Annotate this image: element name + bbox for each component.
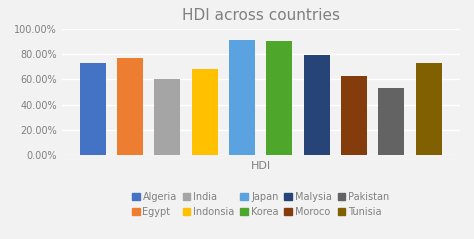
Bar xyxy=(229,40,255,155)
Bar xyxy=(191,69,218,155)
Legend: Algeria, Egypt, India, Indonsia, Japan, Korea, Malysia, Moroco, Pakistan, Tunisi: Algeria, Egypt, India, Indonsia, Japan, … xyxy=(128,188,393,221)
Bar xyxy=(304,55,330,155)
Bar xyxy=(80,63,106,155)
Bar xyxy=(266,41,292,155)
Bar xyxy=(341,76,367,155)
Bar xyxy=(416,63,442,155)
Bar xyxy=(378,88,404,155)
X-axis label: HDI: HDI xyxy=(251,161,271,171)
Title: HDI across countries: HDI across countries xyxy=(182,8,340,23)
Bar xyxy=(155,79,181,155)
Bar xyxy=(117,58,143,155)
